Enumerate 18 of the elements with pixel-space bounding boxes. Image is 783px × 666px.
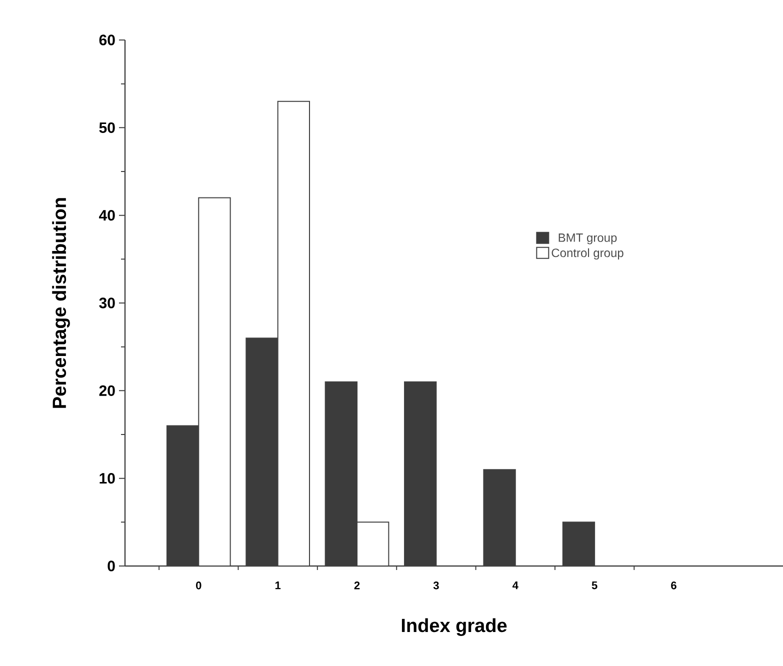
y-tick-label: 20 — [99, 385, 115, 396]
y-tick-label: 10 — [100, 473, 115, 484]
y-tick-label: 60 — [99, 34, 115, 46]
x-tick-label: 1 — [275, 582, 281, 590]
y-tick-label: 0 — [108, 560, 115, 572]
x-tick-label: 3 — [433, 582, 439, 590]
x-tick-label: 0 — [196, 582, 202, 590]
x-tick-label: 4 — [512, 582, 518, 590]
x-tick-label: 6 — [671, 582, 676, 590]
x-tick-label: 5 — [592, 582, 598, 590]
y-tick-label: 50 — [99, 122, 115, 133]
x-axis-title: Index grade — [402, 618, 507, 636]
y-tick-label: 30 — [99, 298, 115, 308]
y-axis-title: Percentage distribution — [52, 198, 70, 408]
legend-label: Control group — [552, 248, 624, 260]
y-tick-label: 40 — [99, 210, 115, 221]
x-tick-label: 2 — [354, 582, 360, 590]
legend-label: BMT group — [558, 234, 617, 244]
